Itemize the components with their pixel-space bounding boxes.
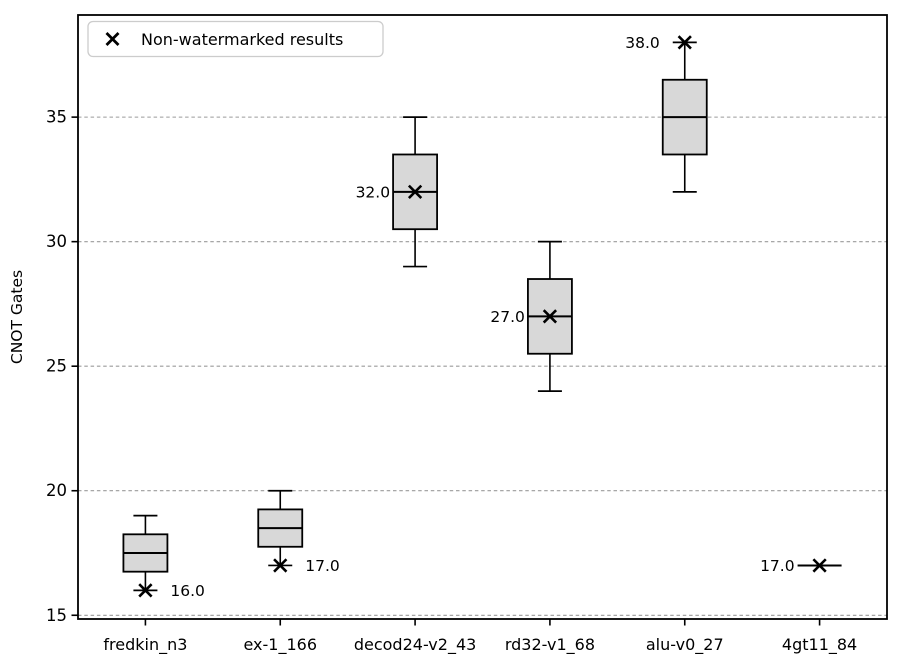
marker-value-label: 17.0 — [305, 557, 340, 575]
x-tick-label: alu-v0_27 — [646, 635, 724, 655]
x-tick-label: rd32-v1_68 — [505, 635, 595, 655]
x-axis-ticks: fredkin_n3 ex-1_166 decod24-v2_43 rd32-v1_6… — [103, 619, 857, 655]
box-alu-v0_27 — [661, 35, 708, 193]
plot-border — [77, 14, 888, 620]
annotations: 16.0 17.0 32.0 27.0 38.0 17.0 — [170, 34, 794, 600]
non-watermarked-marker — [273, 558, 288, 573]
x-tick-label: 4gt11_84 — [782, 635, 857, 655]
boxplot-series — [122, 35, 842, 598]
legend-label: Non-watermarked results — [141, 30, 343, 49]
y-axis-title: CNOT Gates — [8, 270, 26, 364]
marker-value-label: 16.0 — [170, 582, 205, 600]
marker-value-label: 27.0 — [490, 308, 525, 326]
box-decod24-v2_43 — [392, 116, 438, 268]
x-tick-label: ex-1_166 — [243, 635, 317, 655]
y-tick-label: 25 — [46, 357, 67, 376]
marker-value-label: 38.0 — [625, 34, 660, 52]
y-axis-ticks: 15 20 25 30 35 — [46, 108, 78, 625]
box-fredkin_n3 — [122, 514, 169, 598]
marker-value-label: 17.0 — [760, 557, 795, 575]
non-watermarked-marker — [138, 583, 153, 598]
box-rd32-v1_68 — [527, 240, 573, 392]
box-4gt11_84 — [797, 558, 842, 573]
legend: Non-watermarked results — [87, 20, 384, 58]
box-ex-1_166 — [257, 489, 304, 573]
y-tick-label: 30 — [46, 232, 67, 251]
non-watermarked-marker — [812, 558, 827, 573]
legend-frame — [87, 20, 384, 58]
gridlines — [78, 116, 887, 616]
non-watermarked-marker — [677, 35, 692, 50]
x-tick-label: decod24-v2_43 — [354, 635, 476, 655]
marker-value-label: 32.0 — [356, 183, 391, 201]
x-tick-label: fredkin_n3 — [103, 635, 187, 655]
non-watermarked-marker — [542, 309, 558, 324]
y-tick-label: 15 — [46, 606, 67, 625]
y-tick-label: 35 — [46, 108, 67, 127]
y-tick-label: 20 — [46, 481, 67, 500]
non-watermarked-marker — [407, 184, 423, 199]
legend-x-marker-icon — [105, 32, 120, 46]
